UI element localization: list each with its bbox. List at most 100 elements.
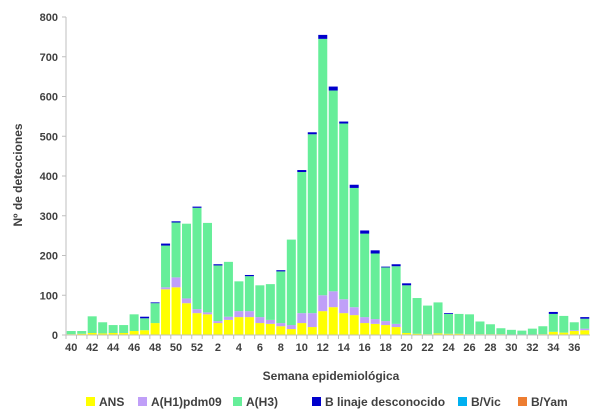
bar-32-series-2 [527,328,537,335]
legend-item: A(H3) [233,395,278,409]
x-tick-label: 34 [547,342,560,354]
x-tick-label: 24 [442,342,455,354]
bar-43-series-2 [98,322,108,334]
x-tick-label: 4 [236,342,243,354]
bar-9-series-2 [286,239,296,326]
bar-50-series-1 [171,277,181,288]
bars [66,34,590,336]
bar-44-series-0 [108,333,118,335]
bar-15-series-2 [349,187,359,308]
x-axis-ticks: 40 42 44 46 48 50 52 2 4 6 8 10 12 14 16 18 20 22 24 26 28 30… [65,335,580,354]
legend-label: A(H3) [246,395,278,409]
x-tick-label: 18 [380,342,392,354]
bar-20-series-2 [402,285,412,334]
legend-swatch [458,397,467,406]
bar-51-series-1 [182,298,192,304]
legend-item: B/Yam [518,395,568,409]
bar-18-series-1 [381,321,391,326]
y-tick-label: 400 [40,171,58,183]
bar-28-series-2 [485,324,495,335]
bar-25-series-2 [454,313,464,334]
x-tick-label: 10 [296,342,308,354]
x-tick-label: 6 [257,342,263,354]
bar-50-series-2 [171,222,181,278]
bar-16-series-2 [360,233,370,318]
bar-8-series-0 [276,326,286,335]
x-tick-label: 2 [215,342,221,354]
bar-35-series-2 [559,315,569,333]
x-tick-label: 44 [107,342,120,354]
bar-49-series-2 [161,245,171,288]
bar-17-series-0 [370,323,380,335]
bar-44-series-2 [108,325,118,334]
bar-23-series-0 [433,333,443,335]
x-tick-label: 50 [170,342,182,354]
y-tick-label: 100 [40,290,58,302]
bar-11-series-3 [307,132,317,135]
bar-48-series-2 [150,303,160,324]
bar-52-series-2 [192,207,202,310]
bar-4-series-0 [234,317,244,335]
y-tick-label: 600 [40,92,58,104]
bar-8-series-1 [276,323,286,327]
bar-18-series-3 [381,266,391,268]
bar-15-series-0 [349,315,359,336]
bar-7-series-1 [265,319,275,324]
x-tick-label: 22 [421,342,433,354]
legend-swatch [86,397,95,406]
legend: ANS A(H1)pdm09 A(H3) B linaje desconocido B/… [86,395,568,409]
legend-item: B linaje desconocido [312,395,445,409]
legend-swatch [312,397,321,406]
bar-41-series-0 [77,333,87,335]
bar-34-series-2 [548,313,558,332]
bar-4-series-1 [234,311,244,318]
bar-9-series-0 [286,329,296,335]
bar-20-series-3 [402,283,412,286]
x-tick-label: 46 [128,342,140,354]
bar-17-series-2 [370,253,380,320]
bar-50-series-3 [171,221,181,223]
bar-50-series-0 [171,287,181,335]
bar-16-series-1 [360,317,370,324]
bar-51-series-2 [182,223,192,299]
bar-19-series-3 [391,264,401,267]
bar-14-series-1 [339,299,349,314]
bar-12-series-2 [318,38,328,296]
legend-label: B/Vic [471,395,501,409]
x-tick-label: 14 [338,342,351,354]
x-tick-label: 42 [86,342,98,354]
bar-29-series-2 [496,328,506,335]
legend-swatch [518,397,527,406]
x-tick-label: 8 [278,342,284,354]
bar-6-series-1 [255,317,265,324]
bar-51-series-0 [182,303,192,335]
bar-37-series-2 [580,318,590,329]
bar-14-series-0 [339,313,349,335]
legend-label: ANS [99,395,124,409]
y-tick-label: 700 [40,52,58,64]
bar-7-series-2 [265,284,275,320]
bar-13-series-3 [328,86,338,91]
bar-37-series-0 [580,330,590,335]
bar-37-series-3 [580,317,590,319]
bar-7-series-0 [265,323,275,335]
y-tick-label: 0 [52,330,58,342]
bar-34-series-0 [548,331,558,335]
bar-12-series-0 [318,311,328,335]
bar-25-series-0 [454,333,464,335]
x-tick-label: 48 [149,342,161,354]
bar-19-series-2 [391,266,401,324]
bar-15-series-3 [349,184,359,188]
bar-49-series-1 [161,287,171,290]
bar-6-series-2 [255,285,265,318]
bar-49-series-0 [161,289,171,335]
x-tick-label: 52 [191,342,203,354]
x-tick-label: 26 [463,342,475,354]
bar-3-series-0 [223,319,233,335]
bar-10-series-0 [297,323,307,335]
bar-47-series-2 [140,318,150,331]
bar-36-series-1 [569,330,579,332]
bar-36-series-0 [569,331,579,335]
bar-20-series-0 [402,333,412,335]
bar-14-series-2 [339,123,349,300]
